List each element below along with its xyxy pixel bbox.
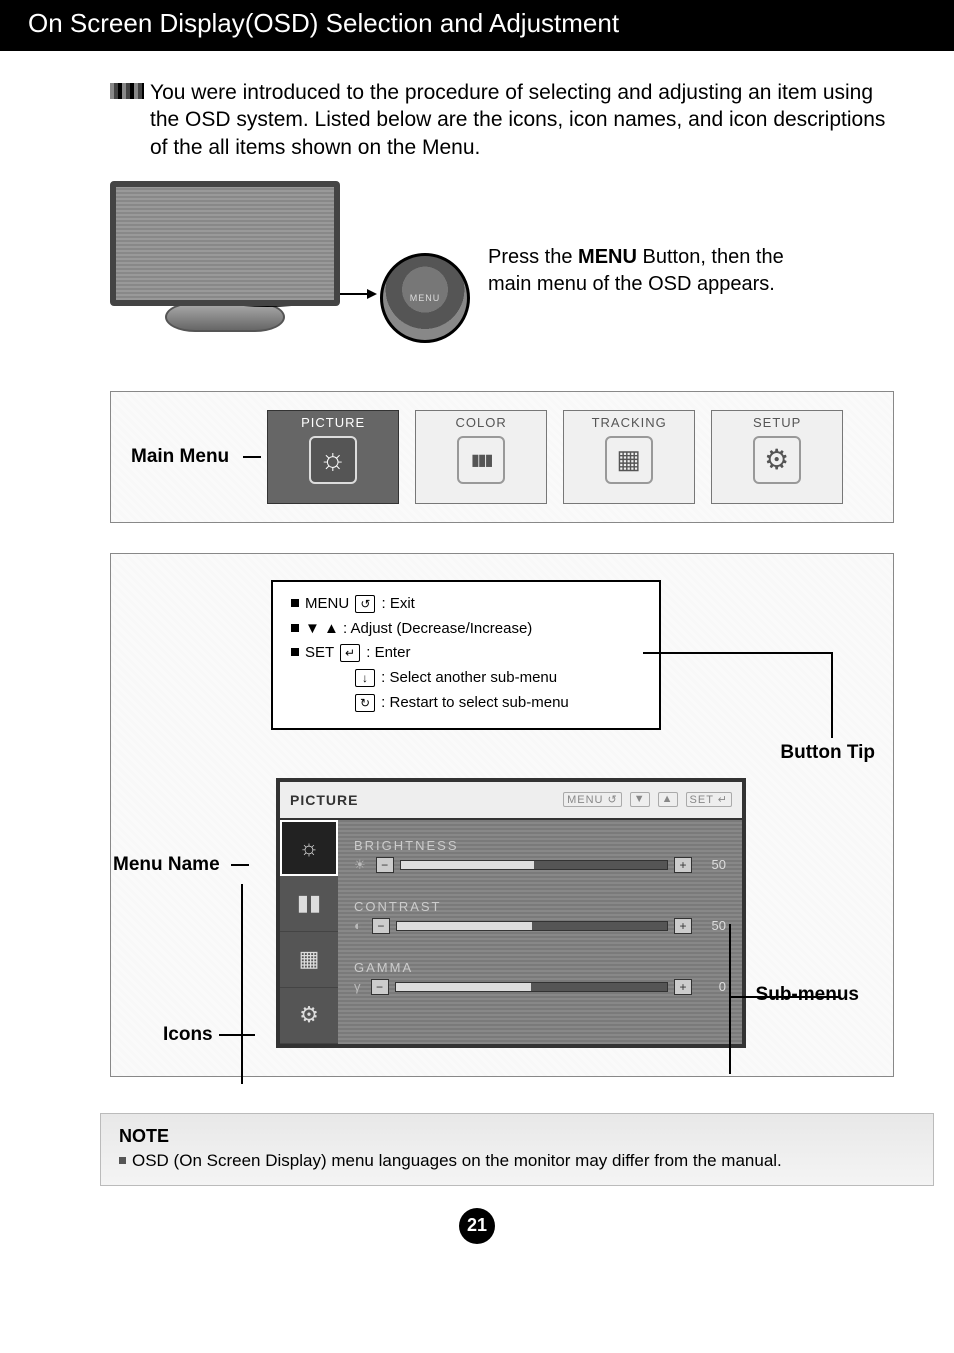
note-box: NOTE OSD (On Screen Display) menu langua…: [100, 1113, 934, 1186]
menu-tile-setup[interactable]: SETUP: [711, 410, 843, 504]
osd-submenu-area: BRIGHTNESS☀−+50CONTRAST◐−+50GAMMAγ−+0: [338, 820, 742, 1044]
note-title: NOTE: [119, 1126, 915, 1147]
button-tip-box: MENU ↺ : Exit ▼ ▲ : Adjust (Decrease/Inc…: [271, 580, 661, 730]
slider-value: 50: [698, 918, 726, 933]
bullet-decor: [110, 83, 144, 99]
slider-contrast: CONTRAST◐−+50: [354, 899, 726, 934]
restart-icon: ↻: [355, 694, 375, 712]
button-tip-label: Button Tip: [780, 742, 875, 764]
connector-line: [241, 884, 243, 1084]
osd-side-icon[interactable]: ▦: [280, 932, 338, 988]
color-icon: [457, 436, 505, 484]
osd-hint: ▼: [630, 792, 650, 807]
slider-bar[interactable]: [396, 921, 668, 931]
osd-side-icon[interactable]: ▮▮: [280, 876, 338, 932]
menu-tile-picture[interactable]: PICTURE: [267, 410, 399, 504]
osd-icon-column: ☼▮▮▦⚙: [280, 820, 338, 1044]
osd-hint: ▲: [658, 792, 678, 807]
intro-block: You were introduced to the procedure of …: [110, 79, 894, 161]
osd-side-icon[interactable]: ⚙: [280, 988, 338, 1044]
zoom-label: MENU: [410, 293, 441, 303]
slider-bar[interactable]: [400, 860, 668, 870]
increase-button[interactable]: +: [674, 918, 692, 934]
slider-bar[interactable]: [395, 982, 669, 992]
increase-button[interactable]: +: [674, 857, 692, 873]
note-body: OSD (On Screen Display) menu languages o…: [132, 1151, 782, 1170]
decrease-button[interactable]: −: [372, 918, 390, 934]
intro-text: You were introduced to the procedure of …: [150, 79, 894, 161]
slider-brightness: BRIGHTNESS☀−+50: [354, 838, 726, 873]
track-icon: [605, 436, 653, 484]
page-title: On Screen Display(OSD) Selection and Adj…: [28, 8, 619, 38]
slider-value: 50: [698, 857, 726, 872]
menu-caption: Press the MENU Button, then the main men…: [488, 244, 828, 298]
submenus-label: Sub-menus: [756, 984, 859, 1006]
down-arrow-icon: ↓: [355, 669, 375, 687]
increase-button[interactable]: +: [674, 979, 692, 995]
decrease-button[interactable]: −: [376, 857, 394, 873]
main-menu-label: Main Menu: [131, 446, 229, 468]
osd-hint: MENU ↺: [563, 792, 622, 807]
osd-titlebar: PICTURE MENU ↺ ▼ ▲ SET ↵: [280, 782, 742, 820]
page-number-badge: 21: [459, 1208, 495, 1244]
connector-line: [729, 924, 731, 1074]
connector-line: [643, 652, 833, 654]
page-header: On Screen Display(OSD) Selection and Adj…: [0, 0, 954, 51]
connector-line: [243, 456, 261, 458]
connector-line: [219, 1034, 255, 1036]
sun-icon: [309, 436, 357, 484]
osd-side-icon[interactable]: ☼: [280, 820, 338, 876]
slider-gamma: GAMMAγ−+0: [354, 960, 726, 995]
osd-menu-name: PICTURE: [290, 792, 358, 808]
slider-value: 0: [698, 979, 726, 994]
enter-icon: ↵: [340, 644, 360, 662]
detail-panel: MENU ↺ : Exit ▼ ▲ : Adjust (Decrease/Inc…: [110, 553, 894, 1077]
menu-tile-tracking[interactable]: TRACKING: [563, 410, 695, 504]
decrease-button[interactable]: −: [371, 979, 389, 995]
osd-button-hints: MENU ↺ ▼ ▲ SET ↵: [563, 792, 732, 807]
monitor-screen: [110, 181, 340, 306]
zoom-circle: MENU: [380, 253, 470, 343]
exit-icon: ↺: [355, 595, 375, 613]
monitor-illustration: MENU: [110, 181, 470, 361]
connector-line: [831, 652, 833, 738]
menu-name-label: Menu Name: [113, 854, 255, 876]
menu-tile-color[interactable]: COLOR: [415, 410, 547, 504]
osd-window: PICTURE MENU ↺▼▲SET ↵ ☼▮▮▦⚙ BRIGHTNESS☀−…: [276, 778, 746, 1048]
gear-icon: [753, 436, 801, 484]
connector-line: [729, 996, 839, 998]
main-menu-panel: Main Menu PICTURECOLORTRACKINGSETUP: [110, 391, 894, 523]
osd-hint: SET ↵: [686, 792, 732, 807]
